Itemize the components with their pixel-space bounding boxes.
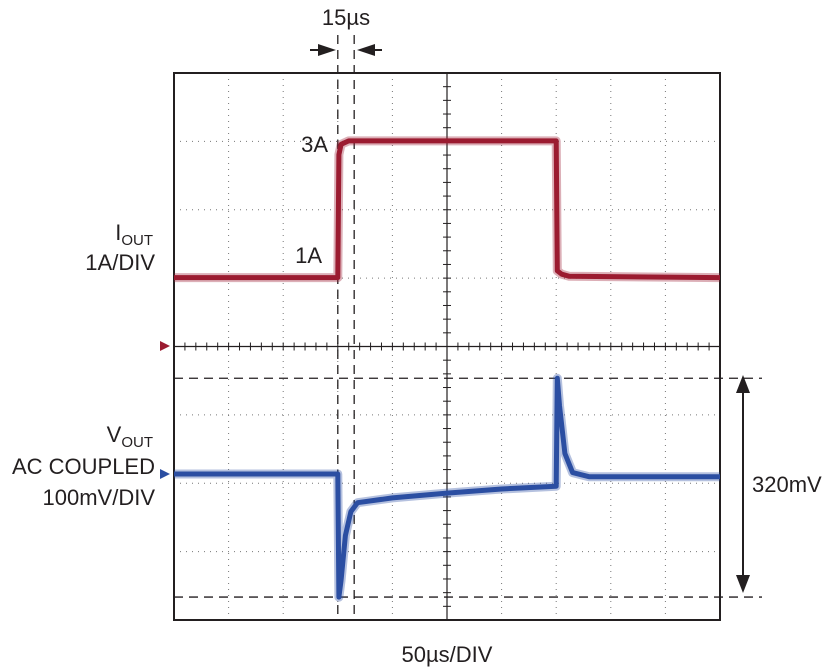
- timebase-label: 50µs/DIV: [402, 642, 493, 667]
- level-high-label: 3A: [301, 132, 328, 157]
- iout-ground-marker: [160, 341, 170, 351]
- vout-scale-label: 100mV/DIV: [43, 485, 156, 510]
- iout-name-label: IOUT: [115, 220, 153, 249]
- vout-trace: [174, 375, 720, 600]
- vout-coupling-label: AC COUPLED: [12, 454, 155, 479]
- iout-scale-label: 1A/DIV: [85, 250, 155, 275]
- graticule: [173, 72, 721, 621]
- traces: [174, 136, 721, 602]
- vout-level-lines: [174, 377, 762, 598]
- plot-frame: [173, 72, 721, 621]
- peak-to-peak-label: 320mV: [752, 472, 822, 497]
- vout-ground-marker: [160, 469, 170, 479]
- iout-trace: [174, 138, 721, 281]
- vout-name-label: VOUT: [107, 422, 153, 451]
- level-low-label: 1A: [295, 243, 322, 268]
- peak-to-peak-annotation: 320mV: [736, 375, 822, 593]
- interval-label: 15µs: [322, 5, 370, 30]
- interval-annotation: 15µs: [310, 5, 382, 56]
